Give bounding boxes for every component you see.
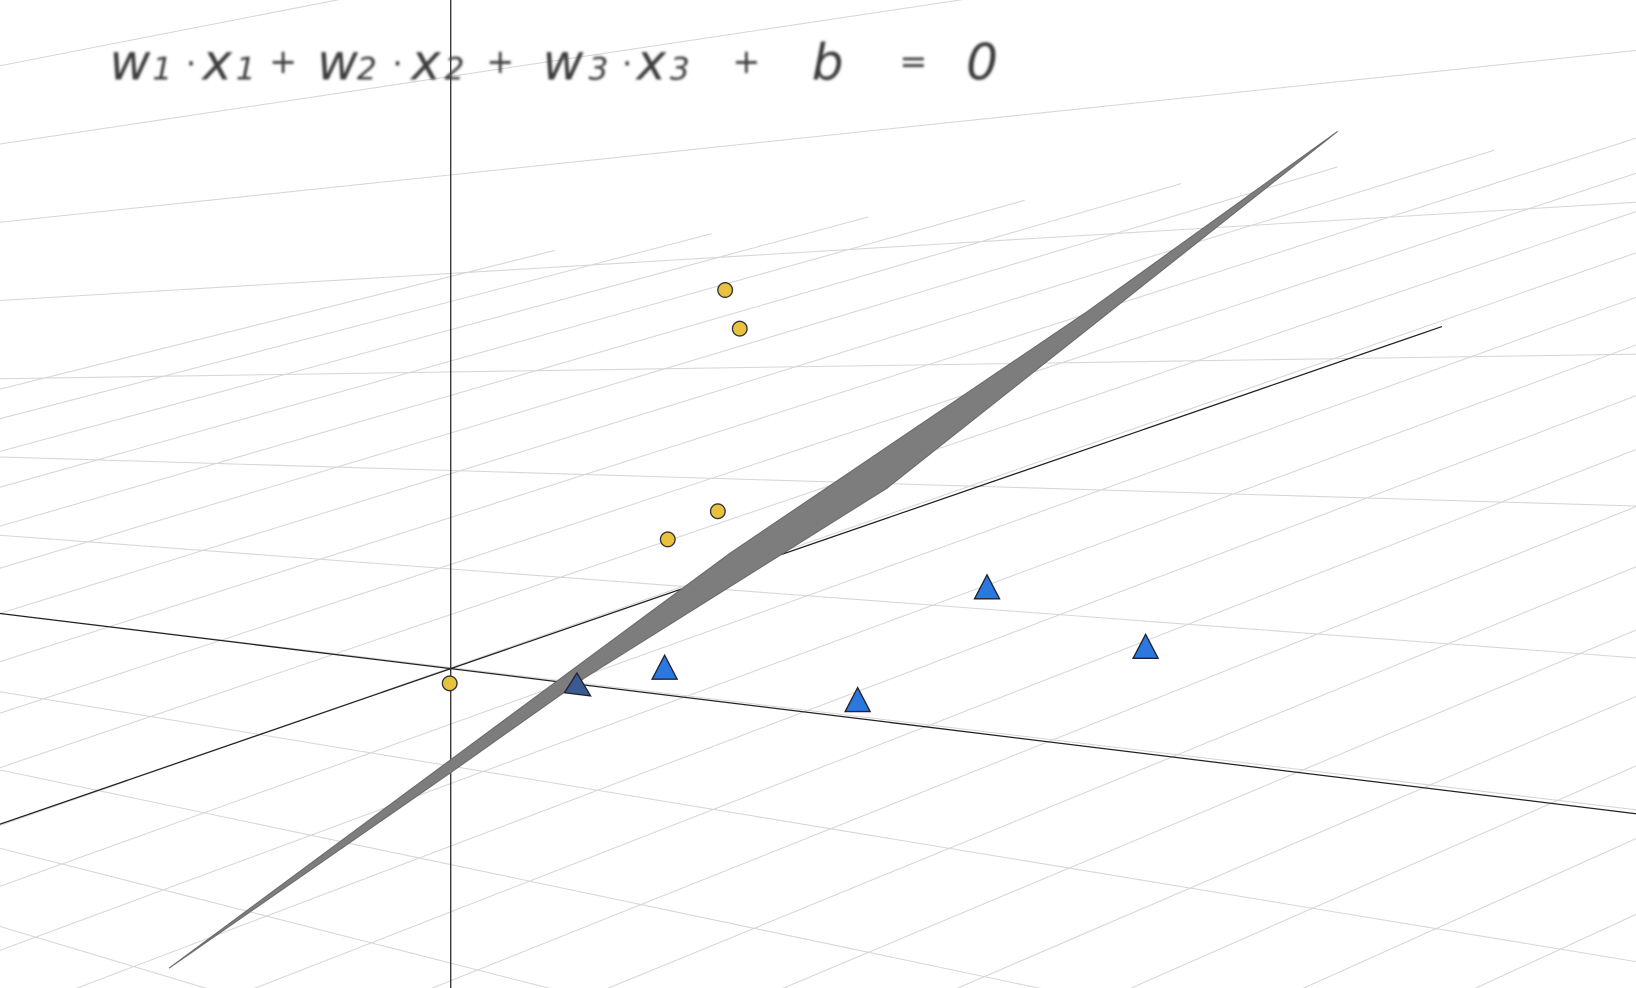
variable: x bbox=[200, 33, 233, 91]
rhs: 0 bbox=[966, 33, 998, 91]
grid-line bbox=[1129, 765, 1636, 988]
grid-line bbox=[0, 456, 1636, 507]
dot: · bbox=[392, 44, 403, 83]
triangle-point bbox=[1131, 632, 1160, 659]
triangle-point bbox=[844, 686, 872, 713]
plus: + bbox=[269, 42, 297, 81]
circle-point bbox=[441, 675, 458, 692]
subscript: 2 bbox=[444, 51, 464, 87]
hyperplane bbox=[168, 131, 1338, 969]
grid-line bbox=[607, 566, 1636, 988]
grid-line bbox=[0, 769, 1041, 988]
grid-line bbox=[0, 233, 712, 420]
equation: w 1 · x 1 + w 2 · x 2 + w 3 · x 3 + b = … bbox=[110, 33, 998, 91]
grid-line bbox=[0, 252, 1636, 827]
weight: w bbox=[110, 33, 151, 91]
grid-line bbox=[782, 629, 1636, 988]
grid-line bbox=[0, 183, 1182, 527]
triangle-point bbox=[973, 573, 1001, 600]
triangle-point bbox=[650, 653, 679, 680]
subscript: 3 bbox=[670, 51, 690, 87]
axis-x bbox=[0, 612, 1636, 815]
grid-line bbox=[0, 691, 1636, 963]
subscript: 2 bbox=[357, 51, 377, 87]
subscript: 1 bbox=[236, 51, 256, 87]
plus: + bbox=[486, 42, 514, 81]
grid-line bbox=[0, 847, 551, 988]
grid-line bbox=[0, 925, 208, 988]
subscript: 1 bbox=[152, 51, 172, 87]
class-b-points bbox=[563, 573, 1160, 713]
grid-line bbox=[254, 449, 1636, 988]
grid-line bbox=[0, 534, 1636, 659]
dot: · bbox=[622, 44, 633, 83]
grid-line bbox=[0, 216, 869, 452]
dot: · bbox=[186, 44, 197, 83]
grid-line bbox=[0, 210, 1636, 769]
circle-point bbox=[709, 503, 726, 520]
grid-line bbox=[0, 612, 1636, 811]
grid-line bbox=[0, 137, 1636, 663]
grid-line bbox=[1474, 913, 1636, 988]
grid-line bbox=[0, 0, 340, 67]
grid-line bbox=[0, 201, 1636, 301]
grid-line bbox=[0, 166, 1338, 569]
class-a-points bbox=[441, 282, 748, 692]
circle-point bbox=[717, 282, 734, 299]
grid-line bbox=[0, 172, 1636, 714]
grid-line bbox=[0, 0, 964, 145]
variable: x bbox=[634, 33, 667, 91]
grid-line bbox=[0, 199, 1025, 488]
grid-line bbox=[75, 395, 1636, 988]
bias: b bbox=[812, 33, 844, 91]
grid-line bbox=[0, 249, 556, 390]
grid-line bbox=[0, 344, 1636, 951]
grid-line bbox=[0, 149, 1495, 614]
grid-line bbox=[0, 353, 1636, 380]
circle-point bbox=[659, 531, 676, 548]
grid-line bbox=[0, 296, 1636, 887]
triangle-point bbox=[563, 671, 592, 697]
subscript: 3 bbox=[588, 51, 608, 87]
variable: x bbox=[409, 33, 442, 91]
plus: + bbox=[732, 42, 760, 81]
weight: w bbox=[317, 33, 358, 91]
grid-line bbox=[956, 695, 1636, 988]
circle-point bbox=[731, 320, 748, 337]
grid-line bbox=[0, 49, 1636, 223]
grid-line bbox=[1077, 0, 1636, 988]
equals: = bbox=[899, 42, 927, 81]
weight: w bbox=[543, 33, 584, 91]
